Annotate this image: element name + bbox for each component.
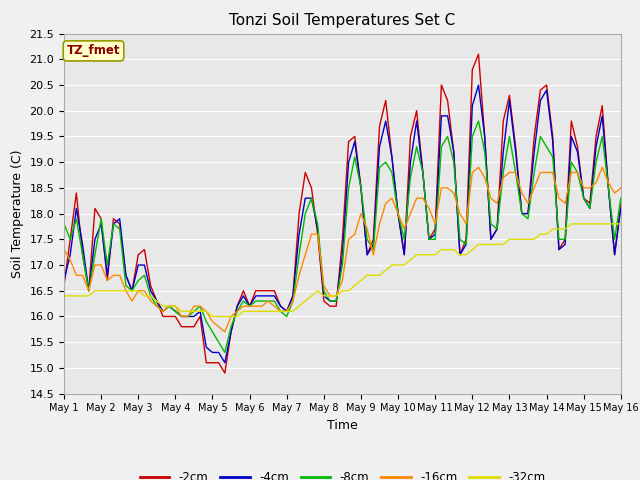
-16cm	[611, 190, 618, 196]
-2cm	[617, 201, 625, 206]
-16cm	[543, 169, 550, 175]
Title: Tonzi Soil Temperatures Set C: Tonzi Soil Temperatures Set C	[229, 13, 456, 28]
-4cm	[60, 277, 68, 283]
-16cm	[60, 247, 68, 252]
-8cm	[617, 195, 625, 201]
-16cm	[475, 165, 483, 170]
Line: -16cm: -16cm	[64, 168, 621, 332]
Line: -4cm: -4cm	[64, 85, 621, 363]
-4cm	[221, 360, 228, 366]
-2cm	[611, 252, 618, 258]
-4cm	[128, 288, 136, 294]
-2cm	[128, 288, 136, 294]
Line: -32cm: -32cm	[64, 224, 621, 316]
-2cm	[475, 51, 483, 57]
-8cm	[475, 118, 483, 124]
-32cm	[190, 309, 198, 314]
-16cm	[388, 195, 396, 201]
-8cm	[388, 169, 396, 175]
-8cm	[611, 237, 618, 242]
-32cm	[536, 231, 544, 237]
-4cm	[543, 87, 550, 93]
-2cm	[202, 360, 210, 366]
-4cm	[190, 313, 198, 319]
-32cm	[617, 221, 625, 227]
-16cm	[617, 185, 625, 191]
-4cm	[611, 252, 618, 258]
-32cm	[128, 288, 136, 294]
-8cm	[221, 349, 228, 355]
-4cm	[617, 205, 625, 211]
-8cm	[128, 288, 136, 294]
-4cm	[202, 345, 210, 350]
Line: -8cm: -8cm	[64, 121, 621, 352]
Y-axis label: Soil Temperature (C): Soil Temperature (C)	[11, 149, 24, 278]
-32cm	[202, 309, 210, 314]
-2cm	[190, 324, 198, 330]
-16cm	[202, 309, 210, 314]
-32cm	[209, 313, 216, 319]
Line: -2cm: -2cm	[64, 54, 621, 373]
-16cm	[190, 303, 198, 309]
-32cm	[388, 262, 396, 268]
-32cm	[611, 221, 618, 227]
-2cm	[60, 283, 68, 288]
-8cm	[190, 309, 198, 314]
-8cm	[202, 319, 210, 324]
Text: TZ_fmet: TZ_fmet	[67, 44, 120, 58]
Legend: -2cm, -4cm, -8cm, -16cm, -32cm: -2cm, -4cm, -8cm, -16cm, -32cm	[135, 466, 550, 480]
-2cm	[543, 82, 550, 88]
-16cm	[128, 298, 136, 304]
-4cm	[475, 82, 483, 88]
-4cm	[388, 154, 396, 160]
-2cm	[221, 370, 228, 376]
-2cm	[388, 154, 396, 160]
X-axis label: Time: Time	[327, 419, 358, 432]
-8cm	[543, 144, 550, 150]
-32cm	[568, 221, 575, 227]
-32cm	[60, 293, 68, 299]
-16cm	[221, 329, 228, 335]
-8cm	[60, 221, 68, 227]
